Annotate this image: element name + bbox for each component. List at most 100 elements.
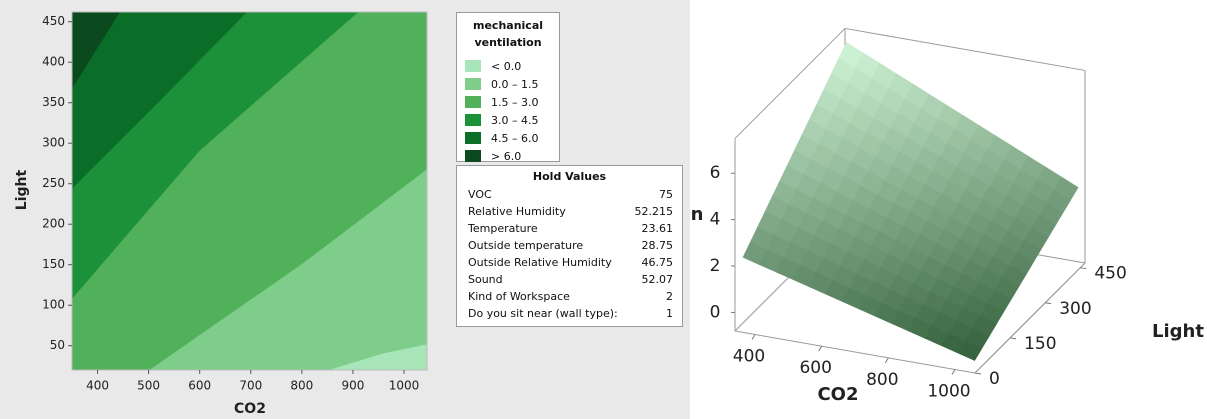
hold-label: Outside Relative Humidity (468, 256, 612, 269)
contour-band (150, 169, 428, 370)
hold-label: Outside temperature (468, 239, 584, 252)
y-tick-label: 450 (1094, 264, 1126, 284)
legend-entry: 0.0 – 1.5 (457, 75, 559, 93)
surface-y-label: Light (1152, 321, 1204, 342)
legend-swatch (465, 60, 481, 72)
hold-value: 28.75 (641, 239, 674, 252)
x-tick-label: 600 (188, 379, 211, 393)
surface-x-label: CO2 (817, 384, 858, 405)
hold-row: Outside temperature 28.75 (457, 237, 682, 254)
y-tick (1010, 337, 1017, 340)
hold-value: 52.215 (634, 205, 674, 218)
surface-z-label: n (691, 204, 704, 225)
contour-line (330, 344, 428, 371)
y-tick-label: 100 (42, 298, 65, 312)
y-tick-label: 150 (42, 257, 65, 271)
z-tick-label: 6 (710, 163, 721, 183)
y-tick-label: 350 (42, 95, 65, 109)
legend-label: 1.5 – 3.0 (491, 95, 539, 109)
hold-label: Relative Humidity (468, 205, 566, 218)
x-tick (951, 369, 956, 375)
box-edge (974, 262, 1086, 374)
x-tick-label: 500 (137, 379, 160, 393)
x-tick-label: 400 (733, 347, 765, 367)
legend-swatch (465, 114, 481, 126)
box-edge (844, 27, 1086, 71)
hold-value: 2 (666, 290, 673, 303)
box-edge (734, 28, 846, 139)
x-tick-label: 700 (239, 379, 262, 393)
y-tick-label: 400 (42, 55, 65, 69)
x-tick-label: 400 (86, 379, 109, 393)
legend: mechanical ventilation < 0.0 0.0 – 1.5 1.5… (456, 12, 560, 165)
plot-frame (71, 11, 428, 371)
hold-row: Do you sit near (wall type): 1 (457, 305, 682, 322)
x-tick-label: 1000 (389, 379, 420, 393)
x-tick-label: 1000 (927, 382, 970, 402)
legend-swatch (465, 96, 481, 108)
y-tick-label: 50 (50, 338, 65, 352)
hold-label: Do you sit near (wall type): (468, 307, 618, 320)
hold-value: 52.07 (641, 273, 674, 286)
y-tick (974, 372, 982, 375)
x-tick (751, 334, 756, 340)
legend-entry: 3.0 – 4.5 (457, 111, 559, 129)
legend-label: 3.0 – 4.5 (491, 113, 539, 127)
x-tick-label: 800 (290, 379, 313, 393)
contour-line (149, 169, 428, 371)
y-tick-label: 0 (989, 369, 1000, 389)
hold-label: VOC (468, 188, 492, 201)
hold-label: Kind of Workspace (468, 290, 570, 303)
z-tick-label: 0 (710, 302, 721, 322)
hold-row: Relative Humidity 52.215 (457, 203, 682, 220)
hold-row: Outside Relative Humidity 46.75 (457, 254, 682, 271)
legend-label: < 0.0 (491, 59, 522, 73)
legend-label: 4.5 – 6.0 (491, 131, 539, 145)
x-tick-label: 900 (341, 379, 364, 393)
legend-title: mechanical ventilation (473, 19, 544, 49)
legend-swatch (465, 78, 481, 90)
z-tick-label: 4 (710, 210, 721, 230)
y-tick-label: 300 (42, 136, 65, 150)
legend-swatch (465, 150, 481, 162)
y-tick-label: 450 (42, 14, 65, 28)
legend-entry: < 0.0 (457, 57, 559, 75)
y-axis-label: Light (14, 169, 30, 210)
x-tick (818, 345, 823, 352)
hold-value: 1 (666, 307, 673, 320)
contour-band (330, 344, 427, 370)
x-tick (884, 357, 889, 364)
hold-row: Sound 52.07 (457, 271, 682, 288)
hold-value: 23.61 (641, 222, 674, 235)
contour-line (71, 11, 360, 300)
legend-label: > 6.0 (491, 149, 522, 163)
y-tick-label: 300 (1059, 299, 1091, 319)
surface-cell (1053, 176, 1079, 201)
z-tick-label: 2 (710, 256, 721, 276)
hold-label: Sound (468, 273, 503, 286)
hold-row: Kind of Workspace 2 (457, 288, 682, 305)
y-tick-label: 150 (1024, 334, 1056, 354)
hold-row: VOC 75 (457, 186, 682, 203)
legend-entry: 4.5 – 6.0 (457, 129, 559, 147)
y-tick (1080, 267, 1087, 270)
hold-label: Temperature (468, 222, 538, 235)
x-tick-label: 600 (799, 358, 831, 378)
legend-entry: > 6.0 (457, 147, 559, 165)
y-tick-label: 250 (42, 176, 65, 190)
y-tick (1045, 302, 1052, 305)
hold-value: 46.75 (641, 256, 674, 269)
contour-line (71, 11, 121, 91)
x-axis-label: CO2 (234, 401, 266, 417)
hold-title: Hold Values (532, 170, 607, 183)
hold-row: Temperature 23.61 (457, 220, 682, 237)
contour-line (71, 11, 249, 190)
box-edge (734, 330, 976, 374)
legend-entry: 1.5 – 3.0 (457, 93, 559, 111)
y-tick-label: 200 (42, 217, 65, 231)
legend-label: 0.0 – 1.5 (491, 77, 539, 91)
legend-swatch (465, 132, 481, 144)
